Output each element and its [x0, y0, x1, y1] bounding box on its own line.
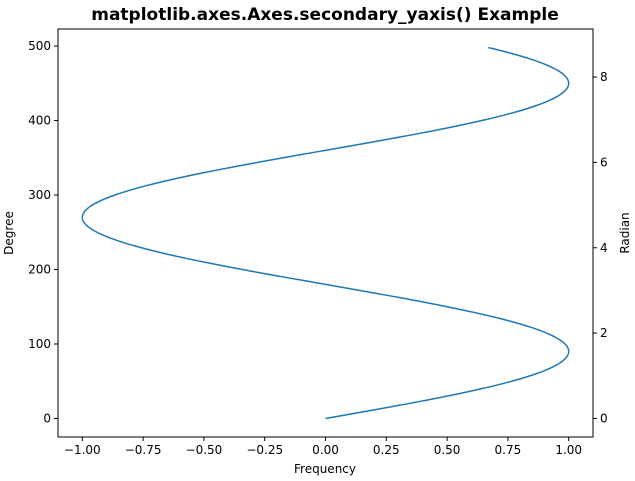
x-tick-label: −0.50 — [186, 443, 223, 457]
y-tick-label: 400 — [28, 114, 51, 128]
y-tick-label: 200 — [28, 262, 51, 276]
x-tick-label: 0.50 — [434, 443, 461, 457]
y-tick-label: 0 — [43, 411, 51, 425]
y-axis-label: Degree — [2, 211, 16, 255]
x-axis-label: Frequency — [294, 462, 356, 476]
x-tick-label: 0.75 — [495, 443, 522, 457]
secondary-y-axis: 0 2 4 6 8 — [593, 70, 608, 425]
chart-title: matplotlib.axes.Axes.secondary_yaxis() E… — [91, 5, 559, 25]
x-axis: −1.00 −0.75 −0.50 −0.25 0.00 0.25 0.50 0.75 1.00 — [64, 437, 582, 457]
y-axis: 0 100 200 300 400 500 — [28, 39, 58, 425]
x-tick-label: −0.75 — [125, 443, 162, 457]
series-line-0 — [81, 46, 570, 420]
y-tick-label: 300 — [28, 188, 51, 202]
secondary-y-tick-label: 0 — [600, 411, 608, 425]
x-tick-label: −0.25 — [246, 443, 283, 457]
secondary-y-axis-label: Radian — [618, 212, 632, 253]
secondary-y-tick-label: 2 — [600, 326, 608, 340]
x-tick-label: 0.00 — [312, 443, 339, 457]
y-tick-label: 500 — [28, 39, 51, 53]
x-tick-label: 1.00 — [555, 443, 582, 457]
secondary-y-tick-label: 8 — [600, 70, 608, 84]
x-tick-label: −1.00 — [64, 443, 101, 457]
series-layer — [81, 46, 570, 420]
y-tick-label: 100 — [28, 337, 51, 351]
secondary-y-tick-label: 6 — [600, 155, 608, 169]
x-tick-label: 0.25 — [373, 443, 400, 457]
secondary-y-tick-label: 4 — [600, 241, 608, 255]
